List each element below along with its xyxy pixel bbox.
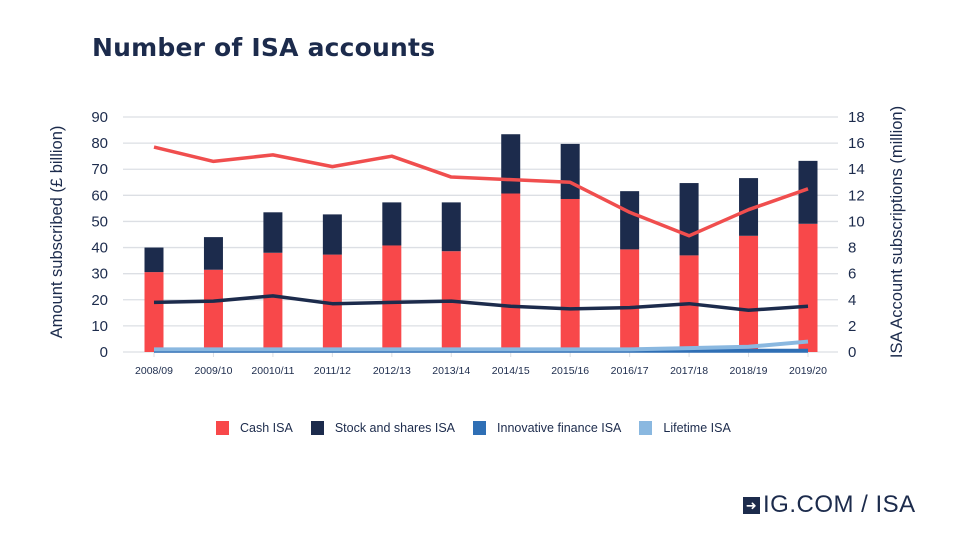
left-tick-label: 90: [91, 109, 108, 126]
legend-swatch: [639, 421, 653, 435]
bar-stock-and-shares-isa: [679, 183, 699, 256]
bar-stock-and-shares-isa: [620, 191, 640, 250]
bar-stock-and-shares-isa: [322, 214, 342, 255]
bar-cash-isa: [203, 269, 223, 352]
x-tick-label: 2013/14: [432, 365, 470, 377]
x-tick-label: 2018/19: [730, 365, 768, 377]
legend-item: Lifetime ISA: [639, 421, 731, 435]
brand-logo[interactable]: ➜ IG.COM / ISA: [743, 491, 916, 519]
left-axis-title: Amount subscribed (£ billion): [48, 126, 66, 339]
gridlines: [123, 116, 838, 353]
x-tick-label: 20010/11: [251, 365, 294, 377]
x-tick-label: 2019/20: [789, 365, 827, 377]
bar-stock-and-shares-isa: [144, 247, 164, 273]
left-tick-label: 30: [91, 266, 108, 283]
legend: Cash ISA Stock and shares ISA Innovative f…: [216, 421, 749, 435]
bar-cash-isa: [739, 235, 759, 352]
right-tick-label: 2: [848, 318, 856, 335]
bar-cash-isa: [144, 272, 164, 352]
legend-label: Innovative finance ISA: [497, 421, 622, 435]
chart-title: Number of ISA accounts: [92, 33, 436, 62]
legend-label: Cash ISA: [240, 421, 293, 435]
arrow-right-icon: ➜: [743, 496, 760, 514]
x-axis-ticks: 2008/09 2009/10 20010/11 2011/12 2012/13 2013…: [135, 352, 827, 377]
right-tick-label: 6: [848, 266, 856, 283]
legend-swatch: [473, 421, 487, 435]
x-tick-label: 2009/10: [194, 365, 232, 377]
right-tick-label: 16: [848, 135, 865, 152]
left-tick-label: 40: [91, 240, 108, 257]
legend-swatch: [310, 421, 324, 435]
bar-stock-and-shares-isa: [263, 212, 283, 253]
bar-stock-and-shares-isa: [501, 134, 521, 194]
bar-stock-and-shares-isa: [739, 178, 759, 236]
bar-cash-isa: [560, 198, 580, 352]
x-tick-label: 2017/18: [670, 365, 708, 377]
bar-stock-and-shares-isa: [203, 237, 223, 270]
legend-swatch: [216, 421, 229, 435]
bar-stock-and-shares-isa: [560, 143, 580, 199]
legend-label: Lifetime ISA: [663, 421, 731, 435]
bar-cash-isa: [382, 245, 402, 352]
bar-cash-isa: [620, 249, 640, 352]
left-tick-label: 0: [100, 344, 108, 361]
x-tick-label: 2011/12: [314, 365, 351, 377]
bars: [144, 134, 818, 352]
x-tick-label: 2014/15: [492, 365, 530, 377]
right-tick-label: 8: [848, 240, 856, 257]
lines: [153, 145, 809, 353]
bar-cash-isa: [798, 223, 818, 352]
right-tick-label: 0: [848, 344, 856, 361]
line-lifetime-isa: [154, 339, 809, 352]
brand-text: IG.COM / ISA: [763, 491, 916, 518]
line-cash-isa: [153, 145, 809, 238]
right-axis-ticks: 0 2 4 6 8 10 12 14 16 18: [848, 109, 865, 361]
right-tick-label: 10: [848, 213, 865, 230]
legend-item: Cash ISA: [216, 421, 293, 435]
x-tick-label: 2016/17: [611, 365, 649, 377]
x-tick-label: 2012/13: [373, 365, 411, 377]
legend-label: Stock and shares ISA: [334, 421, 456, 435]
left-axis-ticks: 0 10 20 30 40 50 60 70 80 90: [91, 109, 108, 361]
left-tick-label: 80: [91, 135, 108, 152]
x-tick-label: 2008/09: [135, 365, 173, 377]
line-stock-and-shares-isa: [153, 294, 809, 312]
left-tick-label: 10: [91, 318, 108, 335]
left-tick-label: 60: [91, 187, 108, 204]
left-tick-label: 50: [91, 213, 108, 230]
bar-stock-and-shares-isa: [382, 202, 402, 246]
right-axis-title: ISA Account subscriptions (million): [888, 106, 906, 358]
left-tick-label: 20: [91, 292, 108, 309]
bar-cash-isa: [501, 193, 521, 352]
x-tick-label: 2015/16: [551, 365, 589, 377]
legend-item: Innovative finance ISA: [473, 421, 621, 435]
right-tick-label: 18: [848, 109, 865, 126]
bar-cash-isa: [263, 252, 283, 352]
right-tick-label: 12: [848, 187, 865, 204]
right-tick-label: 4: [848, 292, 856, 309]
legend-item: Stock and shares ISA: [310, 421, 456, 435]
right-tick-label: 14: [848, 161, 865, 178]
left-tick-label: 70: [91, 161, 108, 178]
bar-stock-and-shares-isa: [798, 160, 818, 224]
bar-stock-and-shares-isa: [441, 202, 461, 252]
